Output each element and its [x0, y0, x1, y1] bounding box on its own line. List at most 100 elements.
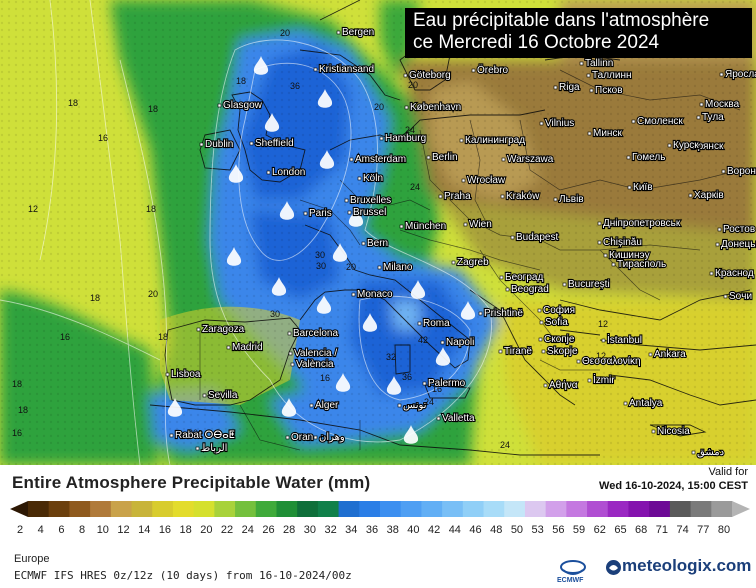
city-label: Milano — [383, 262, 413, 273]
city-label: Таллинн — [592, 70, 632, 81]
contour-label: 24 — [405, 125, 415, 135]
city-marker — [685, 144, 690, 149]
city-label: Brussel — [353, 207, 386, 218]
city-marker — [553, 85, 558, 90]
city-label: Dublin — [205, 139, 233, 150]
city-marker — [648, 352, 653, 357]
city-marker — [217, 103, 222, 108]
city-marker — [586, 73, 591, 78]
colorbar-segment — [442, 501, 464, 517]
city-62: Madrid — [226, 341, 264, 354]
raindrops — [167, 56, 476, 444]
city-74: İzmir — [587, 372, 616, 387]
colorbar-tick: 59 — [573, 524, 585, 536]
city-marker — [459, 138, 464, 143]
city-label: Ярославль — [725, 69, 756, 80]
city-60: Roma — [417, 317, 451, 330]
contour-label: 18 — [148, 104, 158, 114]
city-7: København — [404, 101, 462, 114]
weather-map: 20 18 18 16 18 12 18 36 20 24 18 24 30 30 18 42 36 16 24 24… — [0, 0, 756, 465]
colorbar-tick: 2 — [17, 524, 23, 536]
city-marker — [285, 435, 290, 440]
city-label: Дніпропетровськ — [603, 218, 681, 229]
colorbar-segment — [235, 501, 257, 517]
city-marker — [539, 121, 544, 126]
city-label: Bergen — [342, 27, 374, 38]
color-bar: 2 4 6 8 10 12 14 16 18 20 22 24 26 28 30 32 34 36 38 40 42 44… — [10, 501, 750, 536]
city-76: Palermo — [422, 377, 467, 390]
raindrop-icon — [460, 301, 476, 320]
colorbar-segment — [690, 501, 712, 517]
city-marker — [626, 155, 631, 160]
city-14: Смоленск — [631, 115, 684, 128]
city-24: Гомель — [626, 151, 667, 164]
city-marker — [399, 224, 404, 229]
contour-label: 30 — [270, 309, 280, 319]
contour-label: 18 — [12, 379, 22, 389]
colorbar-segment — [607, 501, 629, 517]
colorbar-tick: 50 — [511, 524, 523, 536]
city-label: Napoli — [446, 337, 474, 348]
city-marker — [721, 169, 726, 174]
legend-footer: Entire Atmosphere Precipitable Water (mm… — [0, 465, 756, 588]
city-marker — [576, 359, 581, 364]
city-label: Alger — [315, 400, 339, 411]
colorbar-segment — [483, 501, 505, 517]
colorbar-segment — [193, 501, 215, 517]
map-title: Eau précipitable dans l'atmosphère ce Me… — [405, 8, 752, 58]
raindrop-icon — [335, 373, 351, 392]
city-19: Dublin — [199, 138, 234, 151]
city-marker — [501, 157, 506, 162]
city-22: Berlin — [426, 151, 459, 164]
raindrop-icon — [316, 295, 332, 314]
colorbar-tick: 32 — [324, 524, 336, 536]
city-63: Скопје — [538, 333, 576, 346]
colorbar-tick: 10 — [97, 524, 109, 536]
city-marker — [313, 67, 318, 72]
city-label: Скопје — [544, 334, 575, 345]
city-marker — [717, 227, 722, 232]
city-label: Valletta — [442, 413, 475, 424]
city-label: Курск — [673, 140, 699, 151]
raindrop-icon — [253, 56, 269, 75]
city-61: Prishtinë — [478, 307, 524, 320]
city-marker — [165, 372, 170, 377]
city-label: Chișinău — [603, 237, 642, 248]
contour-label: 20 — [280, 28, 290, 38]
city-label: Göteborg — [409, 70, 451, 81]
city-marker — [505, 287, 510, 292]
city-20: Sheffield — [249, 137, 295, 150]
colorbar-tick: 46 — [469, 524, 481, 536]
contour-label: 16 — [432, 384, 442, 394]
contour-label: 24 — [500, 440, 510, 450]
contour-label: 32 — [386, 352, 396, 362]
city-marker — [336, 30, 341, 35]
city-label: London — [272, 167, 305, 178]
city-marker — [379, 136, 384, 141]
city-marker — [288, 351, 293, 356]
city-label: Hamburg — [385, 133, 426, 144]
city-label: Nicosia — [657, 426, 690, 437]
city-78: Alger — [309, 399, 340, 412]
raindrop-icon — [348, 208, 364, 227]
brand-name: meteologix.com — [622, 556, 752, 575]
city-71: Ankara — [648, 348, 687, 361]
city-label: Budapest — [516, 232, 558, 243]
city-marker — [303, 211, 308, 216]
city-50: Краснод — [709, 267, 755, 280]
borders — [199, 69, 741, 451]
city-marker — [397, 403, 402, 408]
city-label: Tallinn — [585, 58, 613, 69]
city-59: Barcelona — [287, 327, 340, 340]
city-marker — [426, 155, 431, 160]
city-label: Vilnius — [545, 118, 574, 129]
city-marker — [587, 131, 592, 136]
city-32: Bruxelles — [344, 194, 392, 207]
city-label: Львів — [559, 194, 584, 205]
city-marker — [543, 383, 548, 388]
contour-label: 30 — [315, 250, 325, 260]
city-69: Tiranë — [498, 345, 534, 358]
city-label: Valencia / — [294, 348, 337, 359]
